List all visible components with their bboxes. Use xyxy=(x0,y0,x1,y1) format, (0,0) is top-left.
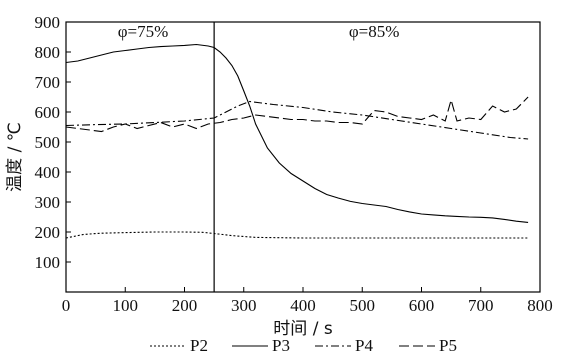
axes: 0 100 200 300 400 500 600 700 800 100 200 300 400 500… xyxy=(35,13,553,315)
x-tick-label: 300 xyxy=(231,296,257,315)
legend-label-p4: P4 xyxy=(355,336,373,355)
y-tick-label: 900 xyxy=(35,13,61,32)
y-tick-label: 400 xyxy=(35,163,61,182)
x-tick-label: 0 xyxy=(62,296,71,315)
x-tick-label: 200 xyxy=(172,296,198,315)
y-axis-title: 温度 / ℃ xyxy=(5,122,25,192)
annotation-phi-85: φ=85% xyxy=(349,22,400,41)
series-layer xyxy=(65,43,529,239)
plot-frame xyxy=(65,21,541,293)
x-tick-label: 100 xyxy=(113,296,139,315)
series-line-p4 xyxy=(65,100,529,140)
legend: P2 P3 P4 P5 xyxy=(150,336,457,355)
y-tick-label: 700 xyxy=(35,73,61,92)
annotation-phi-75: φ=75% xyxy=(118,22,169,41)
series-line-p5 xyxy=(65,96,529,133)
x-tick-label: 400 xyxy=(290,296,316,315)
legend-label-p5: P5 xyxy=(439,336,457,355)
x-tick-label: 700 xyxy=(468,296,494,315)
y-tick-label: 100 xyxy=(35,253,61,272)
x-tick-label: 500 xyxy=(350,296,376,315)
y-tick-label: 800 xyxy=(35,43,61,62)
legend-label-p3: P3 xyxy=(272,336,290,355)
y-tick-label: 500 xyxy=(35,133,61,152)
x-tick-label: 600 xyxy=(409,296,435,315)
y-tick-label: 200 xyxy=(35,223,61,242)
y-tick-label: 300 xyxy=(35,193,61,212)
series-line-p3 xyxy=(65,43,529,223)
series-line-p2 xyxy=(65,231,529,239)
y-tick-label: 600 xyxy=(35,103,61,122)
legend-label-p2: P2 xyxy=(190,336,208,355)
x-axis-title: 时间 / s xyxy=(273,319,333,339)
x-tick-label: 800 xyxy=(527,296,553,315)
